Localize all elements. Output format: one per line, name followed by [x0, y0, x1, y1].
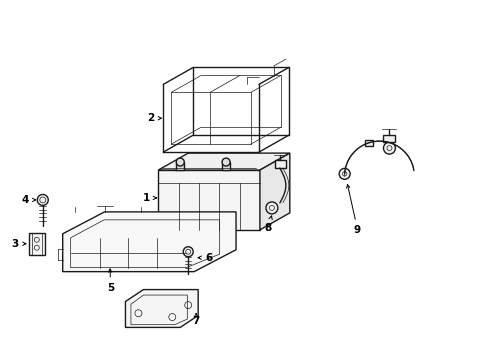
Circle shape — [37, 194, 48, 206]
Circle shape — [176, 158, 184, 166]
Text: 5: 5 — [107, 269, 114, 293]
Text: 1: 1 — [143, 193, 156, 203]
Circle shape — [183, 247, 193, 257]
Text: 9: 9 — [346, 185, 360, 235]
Polygon shape — [260, 153, 289, 230]
Circle shape — [383, 142, 395, 154]
Text: 6: 6 — [198, 253, 212, 263]
Text: 8: 8 — [264, 216, 272, 233]
Text: 7: 7 — [192, 313, 199, 327]
Polygon shape — [383, 135, 395, 142]
Text: 4: 4 — [21, 195, 36, 205]
Polygon shape — [62, 212, 236, 272]
Text: 2: 2 — [147, 113, 161, 123]
Polygon shape — [364, 140, 372, 146]
Polygon shape — [158, 170, 260, 230]
Polygon shape — [274, 160, 285, 168]
Polygon shape — [125, 289, 198, 328]
Circle shape — [265, 202, 277, 214]
Polygon shape — [158, 153, 289, 170]
Polygon shape — [29, 233, 45, 255]
Circle shape — [339, 168, 349, 179]
Text: 3: 3 — [12, 239, 26, 249]
Polygon shape — [176, 162, 184, 170]
Polygon shape — [222, 162, 229, 170]
Circle shape — [222, 158, 229, 166]
